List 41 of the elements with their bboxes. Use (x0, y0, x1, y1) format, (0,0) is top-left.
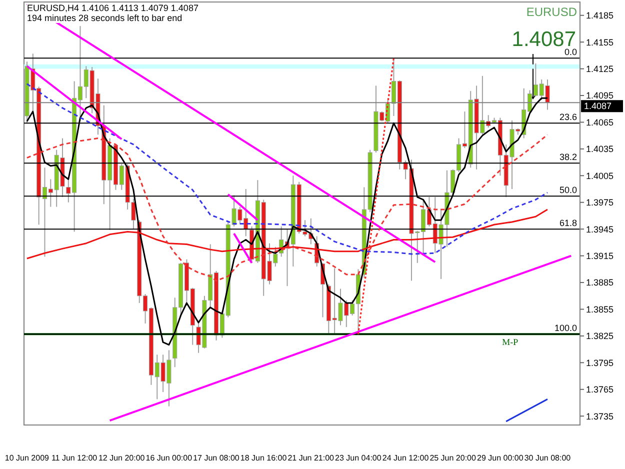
annotation: 23.6 (559, 112, 577, 122)
y-tick-label: 1.3915 (586, 250, 614, 261)
annotation: 100.0 (554, 323, 577, 334)
line-series (26, 134, 548, 282)
x-tick-label: 30 Jun 08:00 (524, 454, 572, 463)
y-tick-label: 1.3765 (586, 384, 614, 395)
y-tick-label: 1.3885 (586, 278, 614, 288)
x-tick-label: 12 Jun 20:00 (98, 454, 146, 463)
annotation: EURUSD (526, 5, 578, 19)
text: 194 minutes 28 seconds left to bar end (27, 13, 182, 23)
x-tick-label: 21 Jun 21:00 (288, 454, 335, 463)
y-tick-label: 1.4185 (586, 10, 614, 21)
x-tick-label: 11 Jun 12:00 (51, 454, 98, 463)
y-tick-label: 1.3825 (586, 331, 614, 342)
y-tick-label: 1.4005 (586, 170, 614, 181)
x-tick-label: 10 Jun 2009 (4, 454, 50, 463)
ref-line-label: 1.4087 (584, 101, 612, 112)
annotation: 38.2 (559, 152, 577, 162)
chart-title: EURUSD,H4 1.4106 1.4113 1.4079 1.4087 (27, 3, 198, 13)
x-tick-label: 25 Jun 20:00 (430, 454, 477, 463)
annotation: 50.0 (559, 185, 577, 196)
y-tick-label: 1.3855 (586, 304, 614, 314)
ref-line-label: M-P (502, 337, 518, 348)
y-tick-label: 1.4095 (586, 90, 614, 101)
x-tick-label: 29 Jun 00:00 (477, 454, 524, 463)
annotation: 0.0 (564, 47, 577, 58)
x-tick-label: 18 Jun 16:00 (240, 454, 288, 463)
y-tick-label: 1.3795 (586, 358, 614, 368)
y-tick-label: 1.3735 (586, 411, 614, 422)
annotation: 61.8 (559, 218, 577, 228)
y-tick-label: 1.3975 (586, 198, 614, 208)
y-tick-label: 1.4155 (586, 37, 614, 48)
line-series (26, 83, 548, 255)
x-tick-label: 24 Jun 12:00 (382, 454, 430, 463)
x-tick-label: 17 Jun 08:00 (193, 454, 240, 463)
y-tick-label: 1.4065 (586, 117, 614, 128)
x-tick-label: 23 Jun 04:00 (335, 454, 382, 463)
y-tick-label: 1.4035 (586, 144, 614, 154)
x-tick-label: 16 Jun 00:00 (146, 454, 193, 463)
y-tick-label: 1.4125 (586, 64, 614, 74)
y-tick-label: 1.3945 (586, 224, 614, 234)
